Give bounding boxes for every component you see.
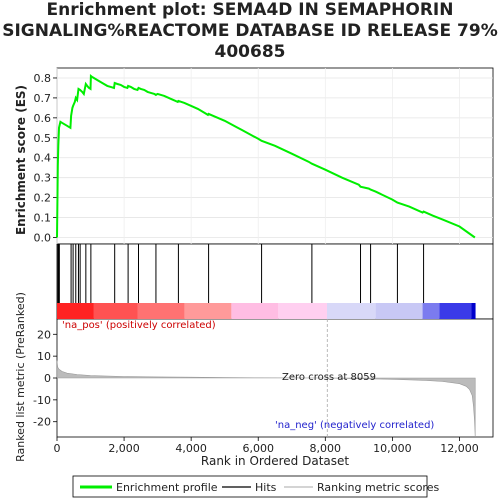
es-y-tick-label: 0.7 bbox=[34, 92, 52, 105]
zero-cross-label: Zero cross at 8059 bbox=[282, 372, 376, 383]
chart-title-line-2: SIGNALING%REACTOME DATABASE ID RELEASE 7… bbox=[2, 21, 498, 41]
heatmap-segment bbox=[184, 303, 232, 319]
heatmap-segment bbox=[231, 303, 279, 319]
heatmap-segment bbox=[471, 303, 476, 319]
es-y-tick-label: 0.4 bbox=[34, 152, 52, 165]
x-ticks: 0 2,000 4,000 6,000 8,000 10,000 12,000 bbox=[54, 437, 479, 455]
chart-title-line-3: 400685 bbox=[214, 42, 286, 62]
metric-y-axis-label: Ranked list metric (PreRanked) bbox=[14, 292, 27, 462]
es-y-tick-label: 0.0 bbox=[34, 232, 52, 245]
metric-y-ticks: 20 10 0 -10 -20 bbox=[33, 328, 57, 429]
metric-area bbox=[56, 319, 476, 438]
es-y-tick-label: 0.5 bbox=[34, 132, 52, 145]
metric-y-tick-label: 20 bbox=[37, 328, 51, 341]
x-tick-label: 4,000 bbox=[175, 442, 207, 455]
legend-label-hits: Hits bbox=[255, 481, 277, 494]
x-tick-label: 6,000 bbox=[242, 442, 274, 455]
x-tick-label: 12,000 bbox=[440, 442, 479, 455]
heatmap-segment bbox=[326, 303, 376, 319]
x-tick-label: 2,000 bbox=[108, 442, 140, 455]
metric-y-tick-label: -10 bbox=[33, 394, 51, 407]
legend-label-enrichment: Enrichment profile bbox=[116, 481, 218, 494]
metric-y-tick-label: 0 bbox=[44, 372, 51, 385]
es-gridlines bbox=[56, 68, 493, 244]
neg-label: 'na_neg' (negatively correlated) bbox=[275, 420, 434, 431]
es-y-axis-label: Enrichment score (ES) bbox=[14, 85, 28, 235]
es-series bbox=[56, 74, 476, 239]
metric-y-tick-label: -20 bbox=[33, 416, 51, 429]
legend-label-metric: Ranking metric scores bbox=[317, 481, 439, 494]
x-tick-label: 10,000 bbox=[373, 442, 412, 455]
es-panel-frame bbox=[56, 67, 494, 245]
heatmap-segment bbox=[375, 303, 423, 319]
heatmap-segment bbox=[278, 303, 327, 319]
es-y-tick-label: 0.3 bbox=[34, 172, 52, 185]
es-line bbox=[56, 74, 476, 239]
es-y-tick-label: 0.6 bbox=[34, 112, 52, 125]
es-y-ticks: 0.0 0.1 0.2 0.3 0.4 0.5 0.6 0.7 0.8 bbox=[34, 72, 57, 245]
hit-marks bbox=[57, 244, 425, 303]
x-axis-label: Rank in Ordered Dataset bbox=[201, 454, 349, 468]
pos-label: 'na_pos' (positively correlated) bbox=[62, 320, 216, 331]
x-tick-label: 0 bbox=[54, 442, 61, 455]
metric-y-tick-label: 10 bbox=[37, 350, 51, 363]
heatmap-segment bbox=[93, 303, 138, 319]
x-tick-label: 8,000 bbox=[310, 442, 342, 455]
chart-title-line-1: Enrichment plot: SEMA4D IN SEMAPHORIN bbox=[46, 0, 454, 20]
chart-title: Enrichment plot: SEMA4D IN SEMAPHORIN SI… bbox=[0, 0, 500, 63]
heatmap-segment bbox=[439, 303, 472, 319]
es-y-tick-label: 0.2 bbox=[34, 192, 52, 205]
rank-heatmap-bar bbox=[57, 303, 476, 319]
heatmap-segment bbox=[57, 303, 94, 319]
metric-profile bbox=[56, 360, 476, 438]
heatmap-segment bbox=[422, 303, 440, 319]
es-y-tick-label: 0.8 bbox=[34, 72, 52, 85]
es-y-tick-label: 0.1 bbox=[34, 212, 52, 225]
heatmap-segment bbox=[137, 303, 185, 319]
